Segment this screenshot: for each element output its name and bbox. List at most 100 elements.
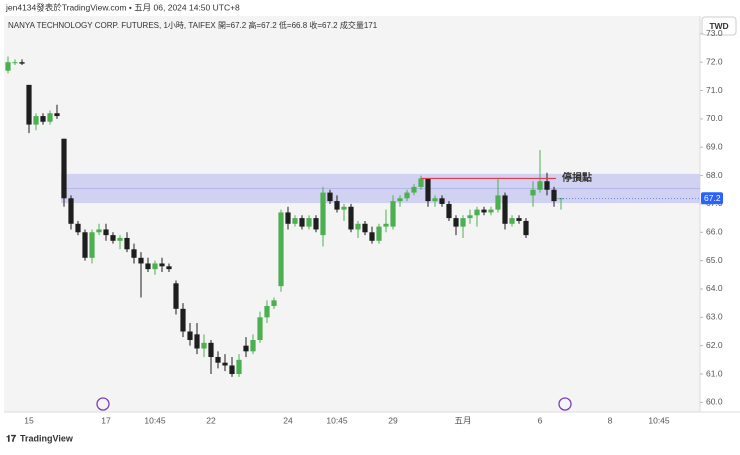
y-tick-label: 68.0 <box>706 170 723 180</box>
x-tick-label: 24 <box>283 415 293 425</box>
candle-body <box>264 305 270 318</box>
candle-body <box>355 223 361 230</box>
y-tick-label: 65.0 <box>706 255 723 265</box>
candle-body <box>320 192 326 236</box>
candle-body <box>327 192 333 202</box>
candle-body <box>481 209 487 213</box>
candle-body <box>236 359 242 375</box>
candle-body <box>334 201 340 210</box>
candle-body <box>173 283 179 309</box>
candle-body <box>292 218 298 224</box>
candle-body <box>89 232 95 258</box>
currency-box[interactable] <box>701 16 737 36</box>
candle-body <box>523 220 529 236</box>
candle-body <box>439 198 445 204</box>
x-tick-label: 17 <box>101 415 111 425</box>
candle-body <box>187 331 193 340</box>
candle-body <box>243 345 249 352</box>
x-tick-label: 29 <box>388 415 398 425</box>
candle-body <box>131 249 137 258</box>
candle-body <box>152 263 158 270</box>
candle-body <box>432 198 438 202</box>
y-tick-label: 63.0 <box>706 312 723 322</box>
candle-body <box>509 218 515 224</box>
candle-body <box>26 84 32 125</box>
candle-body <box>516 218 522 221</box>
candle-body <box>194 334 200 349</box>
candle-body <box>159 263 165 267</box>
candle-body <box>551 189 557 202</box>
candle-body <box>425 178 431 202</box>
candle-body <box>285 212 291 224</box>
y-tick-label: 70.0 <box>706 113 723 123</box>
y-tick-label: 64.0 <box>706 283 723 293</box>
last-price-label: 67.2 <box>704 193 721 203</box>
candle-body <box>201 342 207 349</box>
candle-body <box>222 362 228 366</box>
y-tick-label: 71.0 <box>706 85 723 95</box>
candle-body <box>47 113 53 122</box>
candle-body <box>215 357 221 363</box>
candle-body <box>103 229 109 236</box>
candle-body <box>390 201 396 227</box>
candle-body <box>110 235 116 241</box>
candle-body <box>75 223 81 233</box>
currency: TWD <box>709 21 728 31</box>
event-icon[interactable] <box>558 397 572 411</box>
candle-body <box>208 342 214 358</box>
candle-body <box>418 178 424 187</box>
x-tick-label: 五月 <box>454 415 471 425</box>
x-tick-label: 10:45 <box>144 415 166 425</box>
candle-body <box>558 198 564 200</box>
candle-body <box>376 226 382 241</box>
candle-body <box>460 218 466 227</box>
legend: NANYA TECHNOLOGY CORP. FUTURES, 1小時, TAI… <box>8 20 378 30</box>
y-tick-label: 62.0 <box>706 340 723 350</box>
y-tick-label: 72.0 <box>706 56 723 66</box>
brand: TradingView <box>20 433 74 443</box>
x-tick-label: 22 <box>206 415 216 425</box>
candle-body <box>19 62 25 64</box>
candle-body <box>54 113 60 117</box>
candle-body <box>383 223 389 227</box>
candle-body <box>180 308 186 332</box>
candle-body <box>33 116 39 125</box>
y-tick-label: 60.0 <box>706 397 723 407</box>
candle-body <box>271 300 277 306</box>
event-icon[interactable] <box>96 397 110 411</box>
candle-body <box>544 181 550 190</box>
candle-body <box>124 237 130 250</box>
candle-body <box>5 62 11 71</box>
candle-body <box>306 218 312 227</box>
candle-body <box>40 116 46 122</box>
candle-body <box>446 203 452 219</box>
x-tick-label: 15 <box>24 415 34 425</box>
candle-body <box>397 198 403 202</box>
x-tick-label: 8 <box>608 415 613 425</box>
candle-body <box>82 232 88 258</box>
candle-body <box>166 266 172 270</box>
candle-body <box>68 198 74 224</box>
logo-mark: 𝟏𝟕 <box>6 433 16 443</box>
candle-body <box>145 263 151 270</box>
candle-body <box>467 215 473 219</box>
candle-body <box>250 340 256 352</box>
candle-body <box>362 223 368 233</box>
plot: 73.072.071.070.069.068.067.066.065.064.0… <box>5 28 723 425</box>
y-tick-label: 73.0 <box>706 28 723 38</box>
y-tick-label: 69.0 <box>706 141 723 151</box>
candle-body <box>537 181 543 190</box>
candle-body <box>502 195 508 224</box>
candle-body <box>495 195 501 210</box>
candle-body <box>369 232 375 241</box>
candle-body <box>530 189 536 196</box>
y-tick-label: 66.0 <box>706 227 723 237</box>
candle-body <box>488 209 494 213</box>
candle-body <box>138 257 144 264</box>
candle-body <box>12 62 18 64</box>
x-tick-label: 6 <box>538 415 543 425</box>
attribution: jen4134發表於TradingView.com • 五月 06, 2024 … <box>5 2 240 12</box>
candle-body <box>341 206 347 210</box>
